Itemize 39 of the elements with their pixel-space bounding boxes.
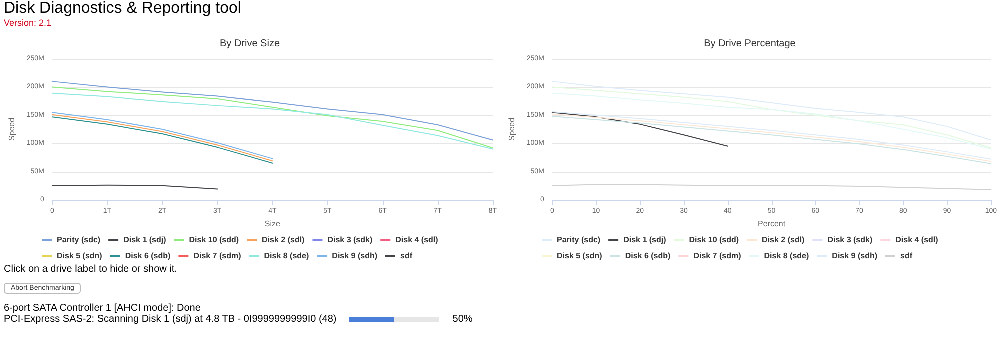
chart-title: By Drive Size bbox=[220, 38, 280, 50]
legend-label: Disk 8 (sde) bbox=[764, 252, 810, 260]
line-series bbox=[52, 81, 494, 141]
legend-label: Disk 4 (sdl) bbox=[396, 236, 439, 244]
legend-label: Disk 2 (sdl) bbox=[262, 236, 306, 244]
legend-label: Disk 9 (sdh) bbox=[832, 252, 878, 260]
legend-label: Disk 10 (sdd) bbox=[689, 236, 740, 244]
legend-label: Disk 10 (sdd) bbox=[189, 236, 240, 244]
x-axis-title: Size bbox=[264, 219, 281, 228]
y-axis-title: Speed bbox=[508, 118, 516, 142]
y-axis-title: Speed bbox=[8, 118, 16, 142]
legend-label: Disk 4 (sdl) bbox=[896, 236, 939, 244]
legend-label: Disk 7 (sdm) bbox=[194, 252, 242, 260]
text: PCI-Express SAS-2: Scanning Disk 1 (sdj) at 4.8 TB - 0I9999999999I0 (48) bbox=[4, 314, 337, 325]
legend-label: Disk 9 (sdh) bbox=[332, 252, 378, 260]
legend-label: Disk 6 (sdb) bbox=[625, 252, 672, 260]
legend-label: Parity (sdc) bbox=[557, 236, 601, 244]
legend-label: Disk 3 (sdk) bbox=[828, 236, 873, 244]
legend-label: Parity (sdc) bbox=[57, 236, 101, 244]
legend-label: sdf bbox=[400, 252, 413, 260]
text: Version: 2.1 bbox=[4, 18, 53, 28]
data-label: 50% bbox=[452, 314, 473, 325]
chart-title: By Drive Percentage bbox=[704, 38, 796, 50]
text: 6-port SATA Controller 1 [AHCI mode]: Done bbox=[4, 303, 201, 314]
legend-label: Disk 1 (sdj) bbox=[124, 236, 167, 244]
legend-label: Disk 5 (sdn) bbox=[57, 252, 103, 260]
text: Click on a drive label to hide or show it. bbox=[4, 264, 178, 275]
x-axis-title: Percent bbox=[758, 219, 786, 228]
legend-label: Disk 1 (sdj) bbox=[624, 236, 667, 244]
line-series bbox=[552, 112, 728, 147]
legend-label: sdf bbox=[900, 252, 913, 260]
legend-label: Disk 2 (sdl) bbox=[762, 236, 806, 244]
legend-label: Disk 7 (sdm) bbox=[694, 252, 742, 260]
legend-label: Disk 3 (sdk) bbox=[328, 236, 373, 244]
legend-label: Disk 8 (sde) bbox=[264, 252, 310, 260]
line-series bbox=[552, 81, 992, 141]
text: Disk Diagnostics & Reporting tool bbox=[4, 0, 242, 18]
legend-label: Disk 6 (sdb) bbox=[125, 252, 172, 260]
legend-label: Disk 5 (sdn) bbox=[557, 252, 603, 260]
